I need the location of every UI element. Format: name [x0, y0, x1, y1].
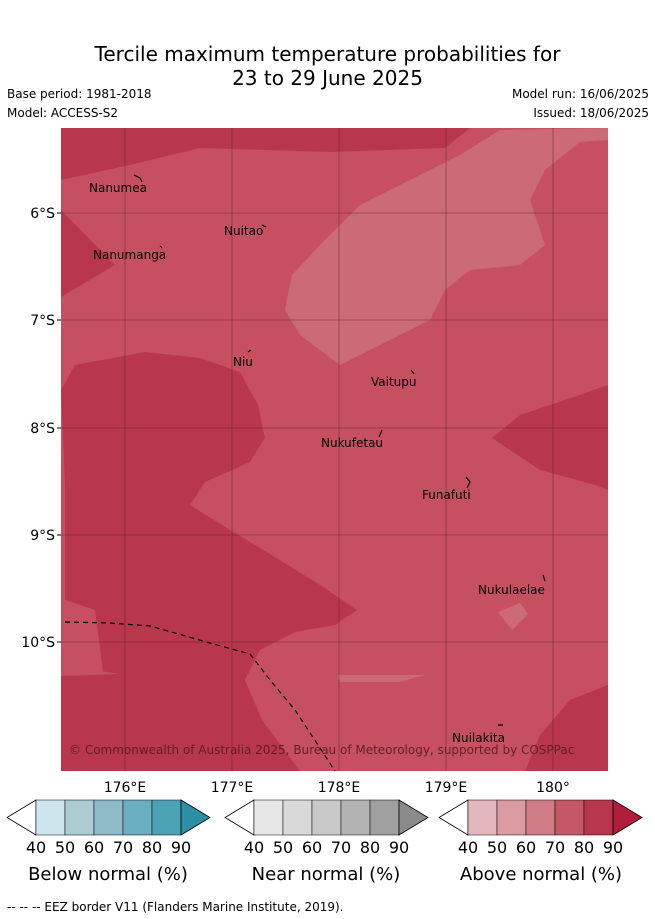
above-normal-60-patch — [498, 603, 528, 630]
colorbar-below-extend-high — [180, 799, 211, 836]
above-normal-80-region — [61, 210, 115, 297]
lon-label-178e: 178°E — [318, 780, 361, 796]
place-vaitupu: Vaitupu — [371, 375, 417, 389]
above-tick-70: 70 — [544, 838, 566, 857]
lat-label-8s: 8°S — [30, 421, 55, 437]
near-tick-40: 40 — [243, 838, 265, 857]
colorbar-near-bin-60 — [311, 799, 342, 836]
colorbar-below-bin-60 — [93, 799, 124, 836]
place-nukulaelae: Nukulaelae — [478, 583, 545, 597]
place-nanumea: Nanumea — [89, 181, 147, 195]
model-run: Model run: 16/06/2025 — [511, 87, 649, 101]
colorbar-above-extend-high — [612, 799, 643, 836]
graticule — [61, 128, 608, 771]
near-tick-60: 60 — [301, 838, 323, 857]
nanumanga-island-icon — [159, 245, 163, 249]
near-tick-80: 80 — [359, 838, 381, 857]
colorbar-near-bin-50 — [282, 799, 313, 836]
above-tick-40: 40 — [457, 838, 479, 857]
colorbar-above-bin-40 — [467, 799, 498, 836]
colorbar-below-extend-low — [6, 799, 37, 836]
probability-field — [61, 128, 608, 771]
place-nanumanga: Nanumanga — [93, 248, 166, 262]
above-normal-60-patch — [337, 675, 425, 682]
below-tick-90: 90 — [170, 838, 192, 857]
near-tick-90: 90 — [388, 838, 410, 857]
below-normal-title: Below normal (%) — [28, 864, 188, 885]
colorbar-below-bin-70 — [122, 799, 153, 836]
above-tick-50: 50 — [486, 838, 508, 857]
lon-label-180: 180° — [536, 780, 570, 796]
place-funafuti: Funafuti — [422, 488, 471, 502]
copyright-note: © Commonwealth of Australia 2025, Bureau… — [69, 743, 574, 757]
lon-label-179e: 179°E — [425, 780, 468, 796]
lat-label-10s: 10°S — [21, 635, 55, 651]
niu-island-icon — [247, 349, 252, 353]
above-tick-80: 80 — [573, 838, 595, 857]
colorbar-near-normal — [224, 799, 429, 836]
below-tick-60: 60 — [83, 838, 105, 857]
above-tick-90: 90 — [602, 838, 624, 857]
title-line-2: 23 to 29 June 2025 — [232, 66, 423, 90]
funafuti-island-icon — [465, 476, 471, 489]
below-tick-50: 50 — [54, 838, 76, 857]
above-normal-70-patch — [61, 665, 120, 676]
place-nukufetau: Nukufetau — [321, 436, 383, 450]
below-tick-70: 70 — [112, 838, 134, 857]
colorbars — [6, 799, 643, 836]
below-tick-40: 40 — [25, 838, 47, 857]
lat-label-7s: 7°S — [30, 313, 55, 329]
colorbar-below-bin-40 — [35, 799, 66, 836]
colorbar-above-extend-low — [438, 799, 469, 836]
axis-ticks — [57, 212, 61, 643]
nukufetau-island-icon — [378, 429, 383, 438]
lat-label-9s: 9°S — [30, 528, 55, 544]
near-tick-70: 70 — [330, 838, 352, 857]
colorbar-below-normal — [6, 799, 211, 836]
eez-border-line — [64, 621, 336, 772]
colorbar-above-bin-80 — [583, 799, 614, 836]
colorbar-above-bin-60 — [525, 799, 556, 836]
nukulaelae-island-icon — [542, 574, 546, 582]
lat-label-6s: 6°S — [30, 206, 55, 222]
island-marks — [133, 174, 546, 726]
colorbar-below-bin-50 — [64, 799, 95, 836]
near-normal-title: Near normal (%) — [251, 864, 401, 885]
place-nuilakita: Nuilakita — [452, 731, 505, 745]
lon-label-176e: 176°E — [104, 780, 147, 796]
nuitao-island-icon — [261, 224, 267, 228]
issued-date: Issued: 18/06/2025 — [533, 106, 649, 120]
colorbar-near-bin-70 — [340, 799, 371, 836]
colorbar-below-bin-80 — [151, 799, 182, 836]
above-normal-80-region — [61, 128, 470, 180]
colorbar-near-extend-high — [398, 799, 429, 836]
model-name: Model: ACCESS-S2 — [7, 106, 119, 120]
above-normal-80-region — [492, 385, 608, 490]
colorbar-near-bin-80 — [369, 799, 400, 836]
lon-label-177e: 177°E — [211, 780, 254, 796]
nanumea-island-icon — [133, 174, 143, 183]
base-period: Base period: 1981-2018 — [7, 87, 152, 101]
forecast-map: Nanumea Nuitao Nanumanga Niu Vaitupu Nuk… — [21, 128, 608, 796]
above-normal-80-region — [61, 352, 357, 771]
colorbar-near-extend-low — [224, 799, 255, 836]
colorbar-above-bin-50 — [496, 799, 527, 836]
colorbar-near-bin-40 — [253, 799, 284, 836]
above-tick-60: 60 — [515, 838, 537, 857]
colorbar-above-normal — [438, 799, 643, 836]
below-tick-80: 80 — [141, 838, 163, 857]
above-normal-title: Above normal (%) — [459, 864, 623, 885]
eez-border-note: -- -- -- EEZ border V11 (Flanders Marine… — [7, 900, 344, 914]
place-nuitao: Nuitao — [224, 224, 263, 238]
colorbar-above-bin-70 — [554, 799, 585, 836]
title-line-1: Tercile maximum temperature probabilitie… — [94, 42, 561, 66]
near-tick-50: 50 — [272, 838, 294, 857]
above-normal-60-region — [285, 128, 608, 365]
vaitupu-island-icon — [410, 369, 415, 375]
place-niu: Niu — [233, 355, 253, 369]
above-normal-80-region — [525, 685, 608, 771]
